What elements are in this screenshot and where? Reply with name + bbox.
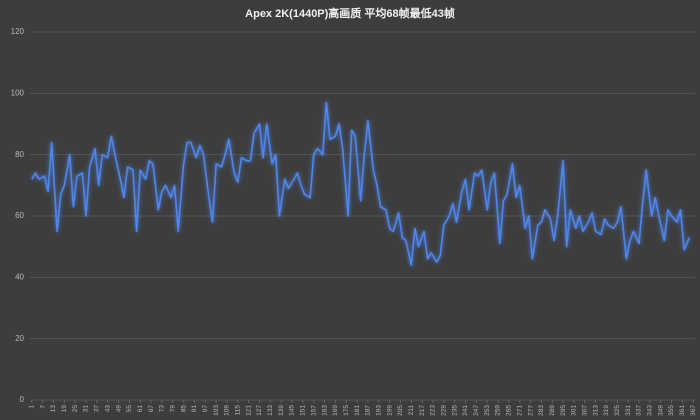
x-tick-label: 265 — [506, 405, 513, 416]
x-tick-label: 337 — [636, 405, 643, 416]
x-tick-label: 133 — [267, 405, 274, 416]
x-tick-label: 175 — [343, 405, 350, 416]
x-tick-label: 67 — [148, 405, 155, 413]
x-tick-label: 289 — [549, 405, 556, 416]
x-tick-label: 187 — [365, 405, 372, 416]
x-tick-label: 151 — [300, 405, 307, 416]
y-tick-label: 120 — [11, 27, 25, 36]
x-tick-label: 223 — [430, 405, 437, 416]
y-tick-label: 100 — [11, 88, 25, 97]
x-tick-label: 109 — [224, 405, 231, 416]
y-tick-label: 60 — [15, 211, 24, 220]
x-tick-label: 205 — [397, 405, 404, 416]
x-tick-label: 127 — [256, 405, 263, 416]
x-tick-label: 79 — [169, 405, 176, 413]
x-tick-label: 43 — [104, 405, 111, 413]
x-tick-label: 319 — [603, 405, 610, 416]
chart-title: Apex 2K(1440P)高画质 平均68帧最低43帧 — [245, 6, 455, 20]
x-tick-label: 1 — [29, 405, 36, 409]
x-tick-label: 343 — [647, 405, 654, 416]
x-tick-label: 301 — [571, 405, 578, 416]
x-tick-label: 19 — [61, 405, 68, 413]
x-tick-label: 325 — [614, 405, 621, 416]
x-tick-label: 85 — [180, 405, 187, 413]
x-tick-label: 25 — [72, 405, 79, 413]
x-tick-label: 271 — [516, 405, 523, 416]
x-tick-label: 361 — [679, 405, 686, 416]
x-tick-label: 253 — [484, 405, 491, 416]
x-tick-label: 73 — [159, 405, 166, 413]
x-tick-label: 247 — [473, 405, 480, 416]
x-tick-label: 307 — [581, 405, 588, 416]
x-tick-label: 157 — [310, 405, 317, 416]
x-tick-label: 181 — [354, 405, 361, 416]
x-tick-label: 313 — [592, 405, 599, 416]
x-tick-label: 283 — [538, 405, 545, 416]
x-tick-label: 169 — [332, 405, 339, 416]
x-tick-label: 7 — [39, 405, 46, 409]
x-tick-label: 139 — [278, 405, 285, 416]
x-tick-label: 331 — [625, 405, 632, 416]
x-tick-label: 49 — [115, 405, 122, 413]
x-tick-label: 91 — [191, 405, 198, 413]
y-tick-label: 80 — [15, 150, 24, 159]
x-tick-label: 115 — [235, 405, 242, 416]
x-tick-label: 295 — [560, 405, 567, 416]
x-tick-label: 241 — [462, 405, 469, 416]
x-tick-label: 121 — [245, 405, 252, 416]
x-tick-label: 199 — [386, 405, 393, 416]
x-tick-label: 163 — [321, 405, 328, 416]
data-line — [31, 101, 691, 266]
x-tick-label: 355 — [668, 405, 675, 416]
x-tick-label: 349 — [657, 405, 664, 416]
x-tick-label: 217 — [419, 405, 426, 416]
x-tick-label: 193 — [375, 405, 382, 416]
x-tick-label: 259 — [495, 405, 502, 416]
y-tick-label: 0 — [20, 395, 25, 404]
x-tick-label: 211 — [408, 405, 415, 416]
x-tick-label: 37 — [94, 405, 101, 413]
x-tick-label: 145 — [289, 405, 296, 416]
x-tick-label: 31 — [83, 405, 90, 413]
x-tick-label: 61 — [137, 405, 144, 413]
x-tick-label: 229 — [441, 405, 448, 416]
x-tick-label: 235 — [451, 405, 458, 416]
y-tick-label: 20 — [15, 334, 24, 343]
x-tick-label: 97 — [202, 405, 209, 413]
x-tick-label: 13 — [50, 405, 57, 413]
x-tick-label: 277 — [527, 405, 534, 416]
x-tick-label: 55 — [126, 405, 133, 413]
x-tick-label: 367 — [690, 405, 697, 416]
x-tick-label: 103 — [213, 405, 220, 416]
y-tick-label: 40 — [15, 272, 24, 281]
